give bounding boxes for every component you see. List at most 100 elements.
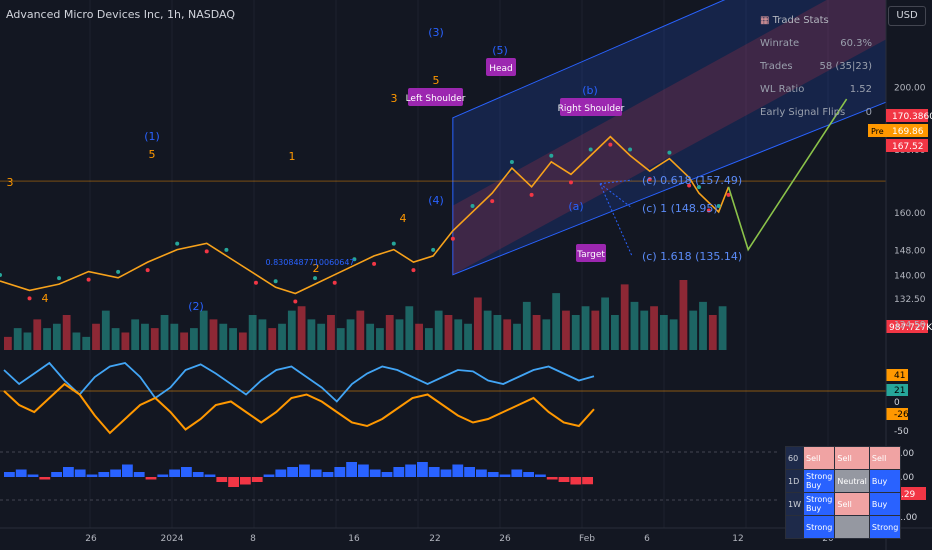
price-point	[204, 249, 209, 254]
wave-labels: (1) 5 3 4 (2) 1 20.8308487710060647 3 5 (3) (4) 4 (5…	[7, 26, 598, 313]
osc-tick: -50	[894, 427, 909, 437]
price-point	[667, 150, 672, 155]
chart-icon: ▦	[760, 15, 770, 26]
osc-tag: -26	[894, 410, 909, 420]
fib-target-label: (c) 0.618 (157.49)	[642, 174, 742, 187]
price-tick: 148.00	[894, 247, 926, 257]
wave-label: 4	[400, 212, 407, 225]
volume-bar	[620, 284, 629, 350]
volume-bar	[62, 315, 71, 350]
price-point	[716, 203, 721, 208]
histogram-bar	[346, 462, 357, 477]
volume-bar	[376, 328, 384, 350]
volume-bar	[268, 328, 277, 350]
volume-bar	[444, 315, 453, 350]
volume-label: 987.727K	[889, 323, 932, 333]
histogram-bar	[440, 469, 452, 477]
volume-bar	[238, 332, 247, 350]
volume-bar	[454, 319, 463, 350]
volume-bar	[464, 323, 472, 350]
volume-bar	[601, 297, 610, 350]
price-point	[332, 280, 337, 285]
price-axis[interactable]: 200.00180.00160.00148.00140.00132.50124.…	[868, 0, 932, 550]
histogram-bar	[523, 472, 534, 477]
histogram-bar	[487, 472, 499, 477]
signal-cell: Neutral	[834, 469, 870, 493]
currency-button[interactable]: USD	[888, 6, 926, 26]
signal-cell: Sell	[802, 446, 836, 470]
volume-bar	[336, 328, 345, 350]
signal-table: 60 Sell Sell Sell 1D Strong Buy Neutral Buy 1W St…	[785, 446, 902, 539]
volume-bar	[473, 297, 482, 350]
histogram-bar	[86, 474, 98, 477]
trade-stats-panel: ▦ Trade Stats Winrate 60.3% Trades 58 (35|…	[760, 12, 872, 127]
price-line-main	[0, 135, 730, 295]
volume-bar	[434, 310, 443, 350]
pattern-label: Right Shoulder	[558, 104, 625, 114]
volume-bar	[708, 315, 717, 350]
time-tick: Feb	[579, 534, 595, 544]
volume-bar	[72, 332, 81, 350]
price-point	[726, 192, 731, 197]
osc-tag-bg	[886, 408, 908, 420]
time-tick: 16	[348, 534, 360, 544]
pattern-labels: Left Shoulder Head Right Shoulder Target	[406, 58, 625, 262]
price-point	[27, 296, 32, 301]
volume-bar	[630, 301, 639, 350]
signal-cell: Strong	[802, 515, 836, 539]
volume-bar	[111, 328, 120, 350]
time-axis[interactable]: 26 2024 8 16 22 26 Feb 6 12 20	[0, 527, 932, 544]
histogram-bar	[570, 477, 582, 485]
histogram-bar	[15, 469, 27, 477]
trade-stats-header: ▦ Trade Stats	[760, 12, 872, 35]
volume-bar	[356, 310, 365, 350]
price-tick: 200.00	[894, 83, 926, 93]
volume-bar	[101, 310, 110, 350]
fib-target-label: (c) 1.618 (135.14)	[642, 250, 742, 263]
wave-label: 2	[313, 262, 320, 275]
time-tick: 8	[250, 534, 256, 544]
price-tag: Pre	[871, 127, 884, 136]
volume-bar	[4, 336, 12, 350]
volume-bar	[180, 332, 189, 350]
histogram-bar	[464, 467, 475, 477]
price-point	[431, 247, 436, 252]
price-point	[549, 153, 554, 158]
price-point	[647, 177, 652, 182]
volume-bar	[209, 319, 218, 350]
volume-bar	[121, 332, 130, 350]
price-tag-bg	[886, 109, 928, 122]
price-point	[470, 203, 475, 208]
histogram-bar	[322, 472, 334, 477]
volume-bar	[532, 315, 541, 350]
histogram-bar	[582, 477, 593, 485]
price-point	[687, 183, 692, 188]
volume-bar	[327, 315, 335, 350]
fib-dash	[599, 183, 633, 257]
volume-bar	[170, 323, 179, 350]
price-point	[568, 180, 573, 185]
hist-tick: 1.00	[894, 449, 914, 459]
pattern-label: Left Shoulder	[406, 94, 466, 104]
time-tick: 12	[732, 534, 743, 544]
volume-bar	[552, 293, 561, 350]
wave-label: 5	[433, 74, 440, 87]
price-tag-bg	[886, 139, 928, 152]
volume-bar	[43, 328, 51, 350]
volume-bar	[415, 323, 423, 350]
volume-bar	[483, 310, 492, 350]
signal-row: 60 Sell Sell Sell	[785, 446, 902, 470]
signal-cell: 1W	[785, 492, 804, 516]
volume-bar	[395, 319, 404, 350]
slow-line	[3, 382, 595, 435]
volume-tag-bg	[886, 320, 928, 333]
stat-row: Winrate 60.3%	[760, 38, 872, 49]
volume-bar	[562, 310, 570, 350]
fib-dash	[599, 179, 633, 185]
fib-dash	[599, 183, 633, 209]
price-point	[509, 160, 514, 165]
price-point	[253, 280, 258, 285]
histogram-bar	[405, 464, 416, 477]
volume-bar	[258, 319, 267, 350]
